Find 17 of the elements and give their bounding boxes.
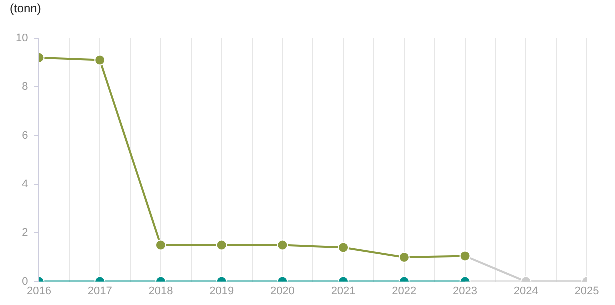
x-tick-label: 2022	[392, 285, 417, 298]
y-tick-label: 10	[16, 32, 28, 44]
x-tick-label: 2020	[270, 285, 295, 298]
y-tick-label: 8	[22, 81, 28, 94]
x-tick-label: 2018	[148, 285, 174, 298]
y-tick-label: 0	[22, 276, 28, 288]
y-axis-title: (tonn)	[10, 2, 42, 16]
x-tick-label: 2024	[514, 285, 538, 298]
x-tick-label: 2017	[88, 285, 112, 298]
x-tick-label: 2021	[331, 285, 356, 298]
x-tick-label: 2019	[210, 285, 234, 298]
x-tick-label: 2025	[574, 285, 600, 298]
y-tick-label: 6	[22, 130, 28, 142]
y-tick-label: 2	[22, 227, 28, 240]
x-tick-label: 2023	[453, 285, 478, 298]
x-tick-label: 2016	[26, 285, 52, 298]
y-tick-label: 4	[22, 178, 28, 190]
